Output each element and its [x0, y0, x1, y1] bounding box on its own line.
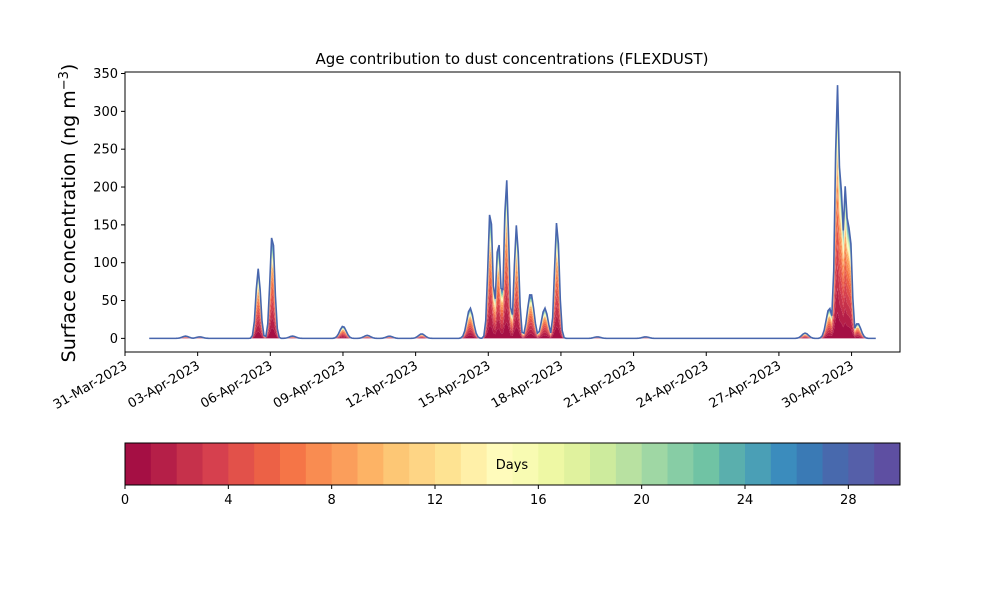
colorbar-cell [357, 443, 384, 485]
colorbar-cell [254, 443, 281, 485]
colorbar-cell [667, 443, 694, 485]
colorbar-cell [564, 443, 591, 485]
colorbar-cell [486, 443, 513, 485]
colorbar-cell [538, 443, 565, 485]
x-tick-label: 31-Mar-2023 [51, 358, 130, 412]
stacked-age-areas [149, 85, 876, 340]
age-colorbar: Days 0 4 8 12 16 20 24 28 [121, 442, 901, 508]
colorbar-cell [305, 443, 333, 485]
colorbar-cell [848, 443, 875, 485]
colorbar-tick-label: 16 [530, 493, 547, 508]
colorbar-cell [280, 443, 307, 485]
colorbar-cell [641, 443, 668, 485]
y-tick-label: 0 [110, 332, 118, 347]
colorbar-tick-label: 4 [224, 493, 232, 508]
x-axis: 31-Mar-202303-Apr-202306-Apr-202309-Apr-… [51, 352, 857, 413]
colorbar-cell [615, 443, 643, 485]
colorbar-cell [202, 443, 229, 485]
colorbar-tick-label: 12 [427, 493, 444, 508]
colorbar-cell [435, 443, 462, 485]
colorbar-cell [770, 443, 798, 485]
x-tick-label: 15-Apr-2023 [416, 358, 493, 411]
colorbar-cell [228, 443, 255, 485]
x-tick-label: 12-Apr-2023 [344, 358, 421, 411]
x-tick-label: 03-Apr-2023 [126, 358, 203, 411]
colorbar-cell [331, 443, 358, 485]
colorbar-cell [719, 443, 746, 485]
colorbar-cell [125, 443, 152, 485]
colorbar-frame [124, 442, 901, 486]
colorbar-tick-label: 8 [328, 493, 336, 508]
colorbar-cell [176, 443, 203, 485]
colorbar-tick-label: 28 [840, 493, 857, 508]
y-tick-label: 100 [93, 256, 118, 271]
x-tick-label: 18-Apr-2023 [489, 358, 566, 411]
colorbar-cells [125, 443, 901, 485]
colorbar-cell [693, 443, 720, 485]
colorbar-cell [874, 443, 901, 485]
colorbar-cell [409, 443, 436, 485]
x-tick-label: 06-Apr-2023 [198, 358, 275, 411]
y-tick-label: 50 [101, 294, 118, 309]
colorbar-cell [590, 443, 617, 485]
dust-concentration-chart: Age contribution to dust concentrations … [51, 50, 901, 413]
y-tick-label: 200 [93, 181, 118, 196]
colorbar-cell [796, 443, 823, 485]
colorbar-cell [383, 443, 410, 485]
y-axis: 0 50 100 150 200 250 300 350 [93, 67, 125, 347]
total-line [149, 85, 876, 340]
y-tick-label: 300 [93, 105, 118, 120]
colorbar-label: Days [496, 458, 529, 473]
x-tick-label: 30-Apr-2023 [779, 358, 856, 411]
x-tick-label: 21-Apr-2023 [561, 358, 638, 411]
chart-title: Age contribution to dust concentrations … [316, 50, 709, 68]
colorbar-cell [460, 443, 488, 485]
colorbar-tick-label: 24 [737, 493, 754, 508]
y-tick-label: 350 [93, 67, 118, 82]
y-axis-label: Surface concentration (ng m−3) [57, 64, 80, 363]
x-tick-label: 24-Apr-2023 [634, 358, 711, 411]
x-tick-label: 27-Apr-2023 [707, 358, 784, 411]
colorbar-cell [822, 443, 849, 485]
colorbar-cell [745, 443, 772, 485]
x-tick-label: 09-Apr-2023 [271, 358, 348, 411]
colorbar-axis: 0 4 8 12 16 20 24 28 [121, 485, 857, 508]
y-tick-label: 250 [93, 143, 118, 158]
colorbar-tick-label: 0 [121, 493, 129, 508]
colorbar-tick-label: 20 [633, 493, 650, 508]
colorbar-cell [512, 443, 539, 485]
plot-frame [124, 71, 901, 353]
y-tick-label: 150 [93, 218, 118, 233]
colorbar-cell [150, 443, 178, 485]
